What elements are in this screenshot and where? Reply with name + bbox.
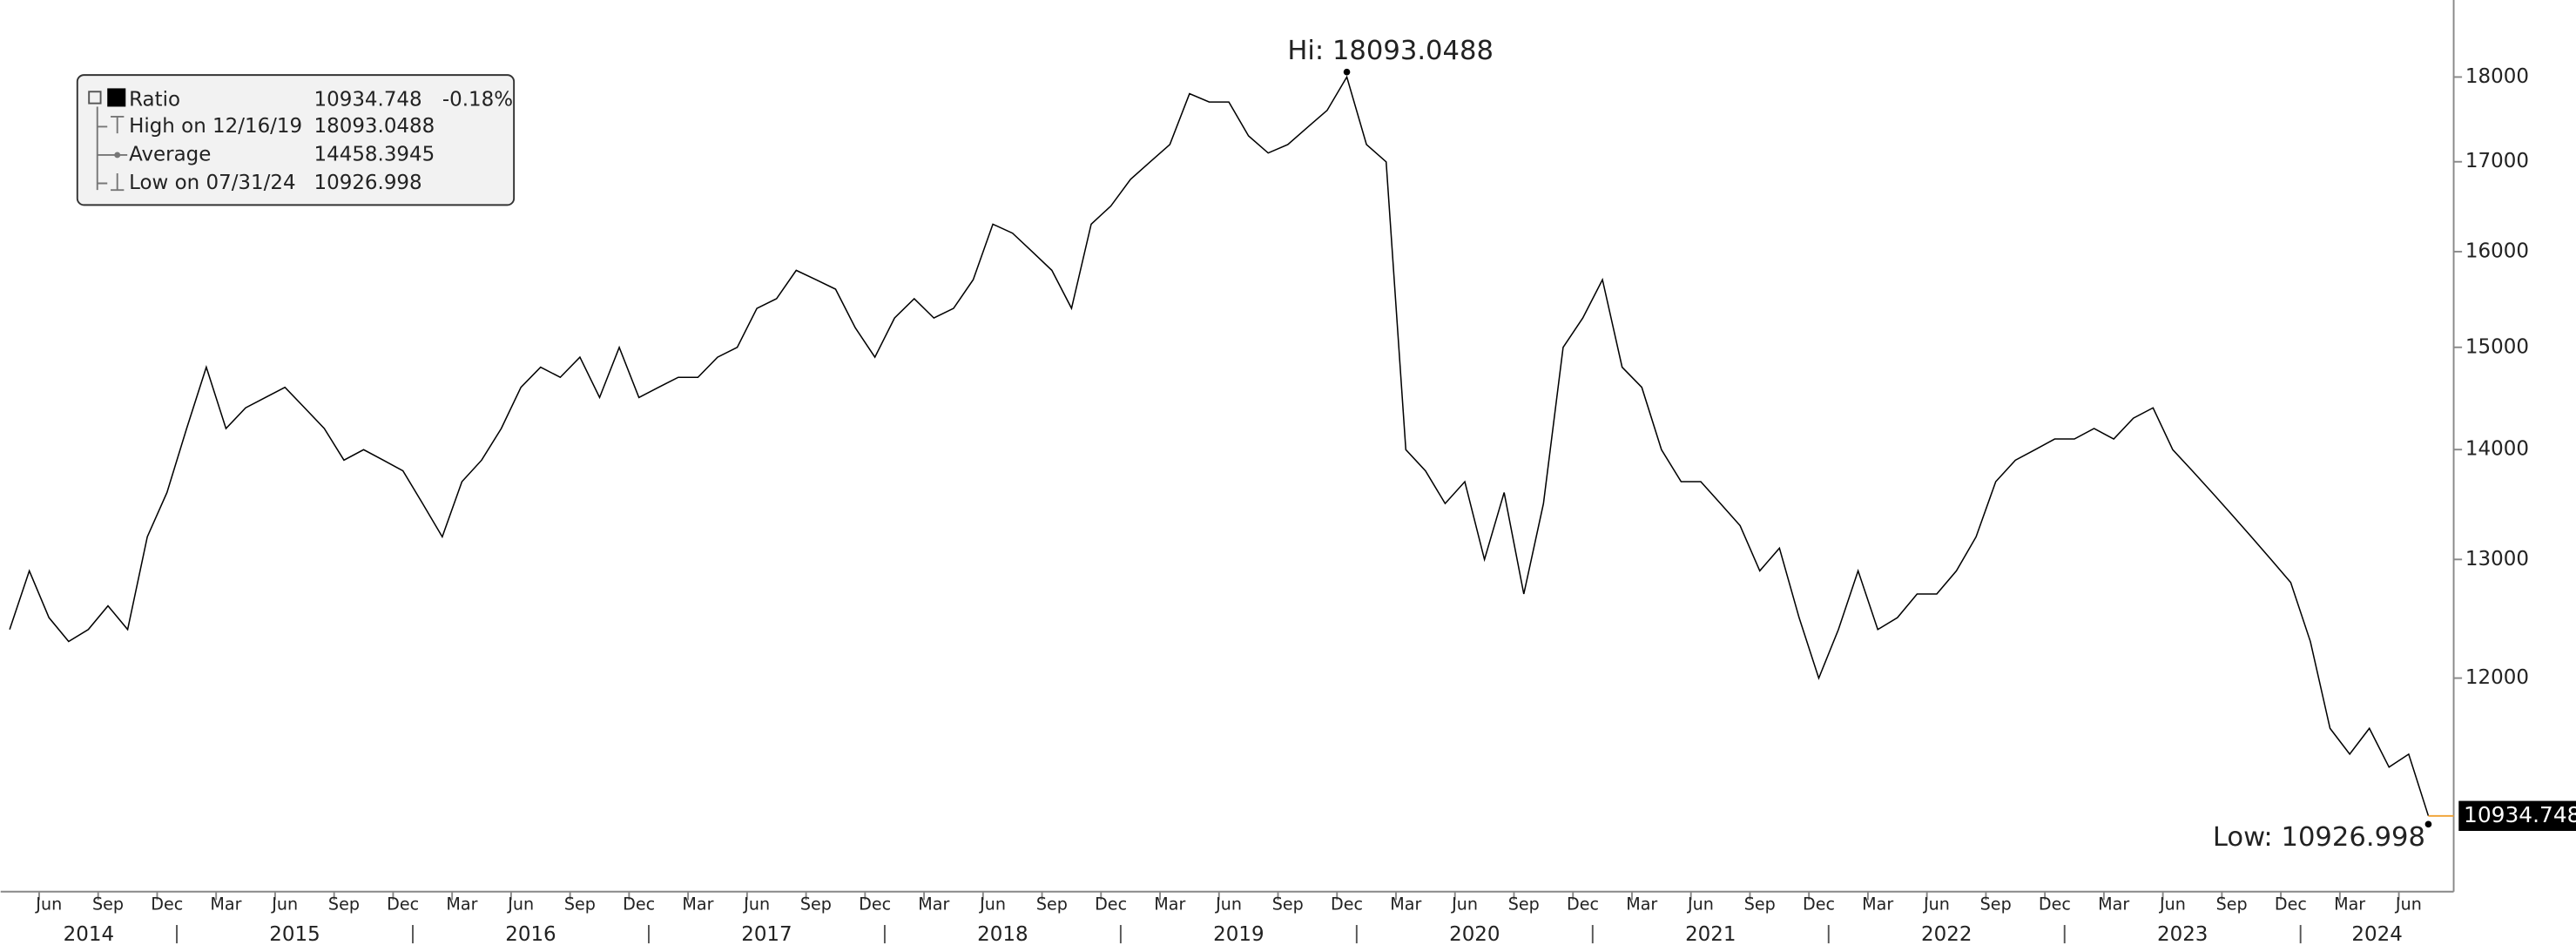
x-tick-label: Jun: [743, 894, 770, 915]
x-tick-label: Dec: [387, 894, 419, 915]
legend-name: Ratio: [129, 88, 180, 111]
x-tick-label: Dec: [623, 894, 655, 915]
y-tick-label: 15000: [2465, 335, 2529, 358]
legend-row-value: 10926.998: [314, 172, 422, 194]
x-tick-label: Dec: [1095, 894, 1127, 915]
y-tick-label: 17000: [2465, 150, 2529, 172]
last-price-box: [2458, 800, 2576, 832]
x-tick-label: Dec: [859, 894, 891, 915]
year-label: 2020: [1449, 923, 1500, 945]
legend-row-value: 14458.3945: [314, 143, 435, 165]
y-tick-label: 16000: [2465, 240, 2529, 262]
x-tick-label: Jun: [1451, 894, 1478, 915]
legend-change: -0.18%: [442, 88, 513, 111]
last-price-label: 10934.748: [2464, 802, 2576, 827]
x-tick-label: Dec: [151, 894, 183, 915]
y-tick-label: 13000: [2465, 548, 2529, 570]
legend-swatch: [107, 88, 126, 107]
x-tick-label: Dec: [2039, 894, 2071, 915]
x-tick-label: Sep: [1744, 894, 1776, 915]
x-tick-label: Jun: [979, 894, 1006, 915]
legend: Ratio 10934.748 -0.18% High on 12/16/19 …: [76, 74, 516, 206]
x-tick-label: Dec: [1567, 894, 1599, 915]
x-tick-label: Mar: [682, 894, 713, 915]
x-tick-label: Sep: [2216, 894, 2248, 915]
x-tick-label: Mar: [1390, 894, 1421, 915]
year-label: 2022: [1921, 923, 1972, 945]
x-tick-label: Sep: [1036, 894, 1068, 915]
year-label: 2018: [977, 923, 1028, 945]
x-tick-label: Jun: [271, 894, 298, 915]
legend-row-label: High on 12/16/19: [129, 115, 302, 138]
x-tick-label: Jun: [1215, 894, 1242, 915]
legend-row-label: Average: [129, 143, 211, 165]
x-tick-label: Jun: [2395, 894, 2422, 915]
y-tick-label: 12000: [2465, 666, 2529, 689]
x-tick-label: Mar: [446, 894, 477, 915]
x-tick-label: Sep: [1508, 894, 1540, 915]
legend-collapse: [88, 91, 102, 105]
legend-avg-icon: [114, 152, 121, 159]
x-tick-label: Jun: [1687, 894, 1714, 915]
x-tick-label: Mar: [918, 894, 949, 915]
x-tick-label: Dec: [1803, 894, 1835, 915]
y-tick-label: 14000: [2465, 438, 2529, 461]
legend-box: [76, 74, 516, 206]
x-tick-label: Sep: [1272, 894, 1304, 915]
x-tick-label: Sep: [564, 894, 596, 915]
year-label: 2019: [1213, 923, 1264, 945]
year-label: 2015: [269, 923, 320, 945]
x-tick-label: Mar: [1862, 894, 1893, 915]
x-tick-label: Mar: [2098, 894, 2129, 915]
high-marker: [1343, 68, 1351, 76]
high-annotation: Hi: 18093.0488: [1287, 36, 1494, 66]
x-tick-label: Mar: [1626, 894, 1657, 915]
x-tick-label: Jun: [1923, 894, 1950, 915]
year-label: 2024: [2351, 923, 2402, 945]
x-tick-label: Mar: [1154, 894, 1185, 915]
x-tick-label: Sep: [1980, 894, 2012, 915]
x-tick-label: Jun: [35, 894, 62, 915]
x-tick-label: Jun: [507, 894, 534, 915]
x-tick-label: Dec: [1331, 894, 1363, 915]
x-tick-label: Jun: [2159, 894, 2186, 915]
year-label: 2014: [64, 923, 114, 945]
year-label: 2017: [741, 923, 792, 945]
year-label: 2016: [505, 923, 556, 945]
x-tick-label: Sep: [92, 894, 124, 915]
x-tick-label: Dec: [2275, 894, 2307, 915]
year-label: 2023: [2157, 923, 2208, 945]
y-tick-label: 18000: [2465, 65, 2529, 88]
low-annotation: Low: 10926.998: [2213, 822, 2425, 853]
legend-row-label: Low on 07/31/24: [129, 172, 295, 194]
x-tick-label: Sep: [328, 894, 360, 915]
x-tick-label: Sep: [800, 894, 832, 915]
legend-row-value: 18093.0488: [314, 115, 435, 138]
low-marker: [2424, 820, 2432, 828]
year-label: 2021: [1685, 923, 1736, 945]
legend-last: 10934.748: [314, 88, 422, 111]
x-tick-label: Mar: [2334, 894, 2365, 915]
x-tick-label: Mar: [210, 894, 241, 915]
series-line: [9, 75, 2430, 816]
